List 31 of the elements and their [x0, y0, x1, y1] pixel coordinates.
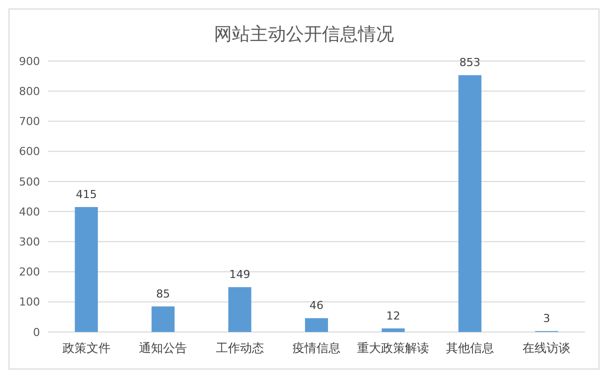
chart-title: 网站主动公开信息情况	[214, 24, 394, 45]
data-label: 85	[156, 287, 170, 300]
y-tick-label: 300	[19, 236, 40, 249]
data-label: 415	[76, 188, 97, 202]
x-tick-label: 政策文件	[62, 341, 110, 355]
bar	[458, 75, 482, 332]
bar	[152, 306, 175, 332]
data-label: 853	[459, 56, 480, 70]
data-label: 12	[386, 309, 400, 322]
y-tick-label: 600	[19, 145, 40, 158]
x-tick-label: 疫情信息	[292, 341, 340, 355]
bar	[304, 318, 328, 332]
y-tick-label: 100	[19, 296, 40, 309]
bar	[382, 328, 405, 332]
x-tick-label: 在线访谈	[522, 341, 571, 355]
y-tick-label: 900	[19, 54, 40, 68]
y-tick-label: 800	[19, 84, 40, 98]
y-tick-label: 700	[19, 115, 40, 128]
data-label: 149	[229, 268, 250, 282]
data-label: 3	[543, 312, 550, 326]
y-tick-label: 500	[19, 175, 40, 188]
data-label: 46	[310, 299, 324, 312]
x-tick-label: 重大政策解读	[357, 341, 430, 355]
y-tick-label: 200	[19, 266, 40, 279]
x-tick-label: 工作动态	[216, 341, 264, 355]
bar	[228, 287, 252, 332]
y-tick-label: 0	[33, 326, 40, 339]
y-tick-label: 400	[19, 205, 40, 218]
bar	[74, 207, 98, 332]
x-tick-label: 其他信息	[446, 341, 494, 355]
x-tick-label: 通知公告	[139, 341, 188, 355]
